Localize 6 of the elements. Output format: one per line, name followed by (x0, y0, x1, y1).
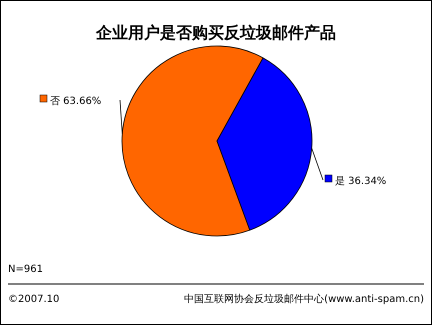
legend-label: 否 63.66% (50, 96, 102, 107)
chart-title: 企业用户是否购买反垃圾邮件产品 (95, 23, 336, 42)
legend-label: 是 36.34% (335, 176, 386, 187)
text: N=961 (8, 264, 43, 275)
text: 中国互联网协会反垃圾邮件中心(www.anti-spam.cn) (184, 293, 424, 305)
text: ©2007.10 (8, 294, 60, 305)
